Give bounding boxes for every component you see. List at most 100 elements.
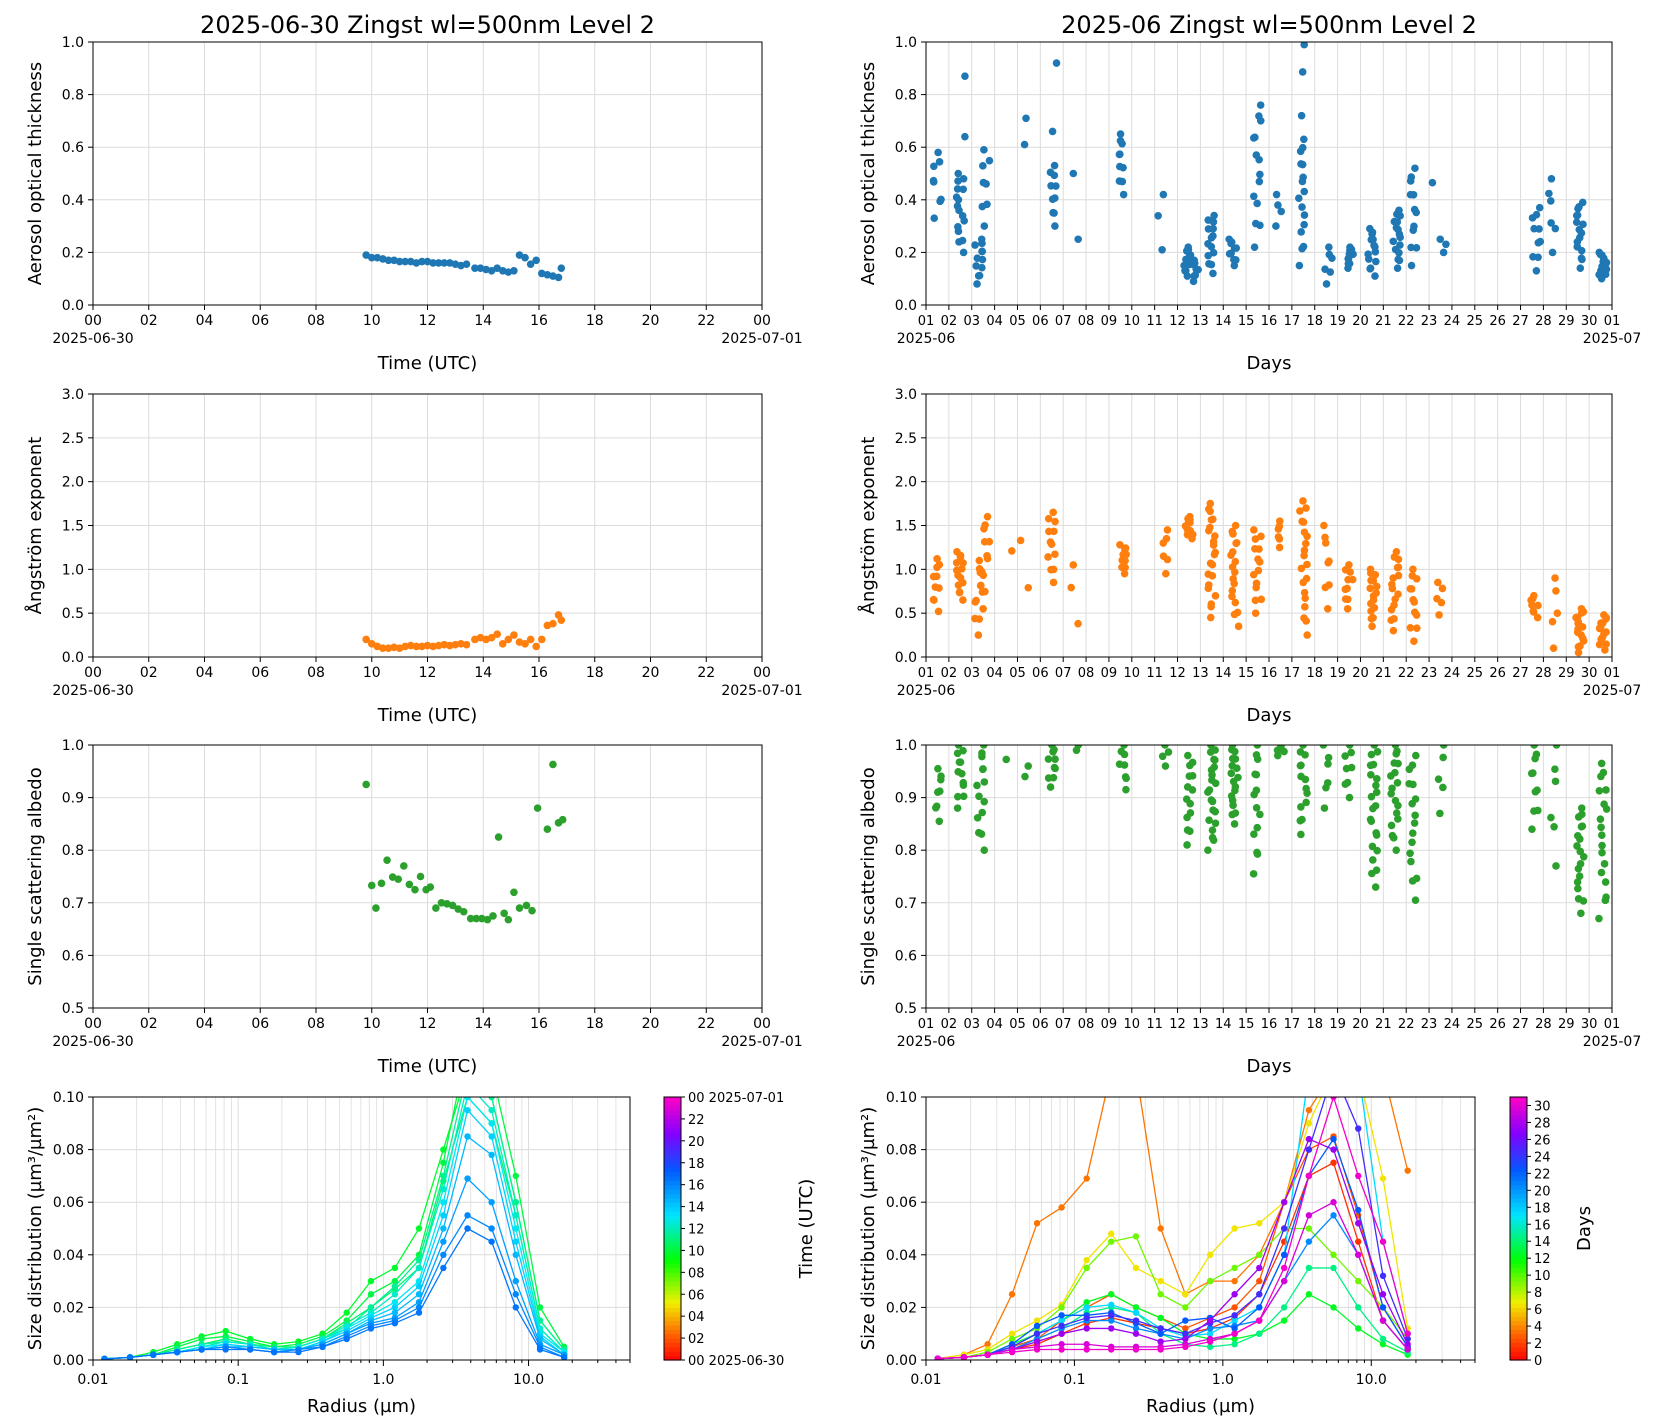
data-point	[432, 904, 440, 912]
data-point	[1599, 768, 1608, 777]
size-distribution-point	[367, 1304, 375, 1311]
x-tick-label: 16	[530, 665, 548, 681]
data-point	[1388, 584, 1397, 593]
colorbar-segment	[1510, 1254, 1527, 1260]
x-axis-label: Time (UTC)	[377, 353, 478, 374]
data-point	[1436, 235, 1445, 244]
data-point	[394, 875, 403, 883]
size-distribution-point	[415, 1225, 423, 1232]
colorbar-tick-label: 10	[688, 1244, 705, 1259]
colorbar-segment	[664, 1246, 681, 1252]
data-point	[1433, 594, 1441, 603]
data-point	[1366, 815, 1375, 824]
y-tick-label: 0.4	[62, 193, 84, 209]
data-point	[1115, 177, 1124, 185]
data-point	[1387, 772, 1395, 780]
data-point	[1343, 778, 1352, 787]
data-point	[406, 641, 415, 650]
data-point	[1255, 545, 1263, 553]
data-point	[1274, 201, 1282, 209]
data-point	[1298, 68, 1307, 76]
data-point	[1391, 595, 1399, 603]
data-point	[1325, 557, 1333, 565]
y-axis-label: Size distribution (µm³/µm²)	[858, 1107, 879, 1350]
data-point	[379, 644, 387, 653]
colorbar-segment	[1510, 1206, 1527, 1212]
data-point	[1233, 764, 1241, 773]
data-point	[1204, 216, 1213, 224]
x-tick-label: 06	[1032, 314, 1049, 329]
data-point	[1051, 222, 1059, 230]
data-point	[975, 556, 984, 565]
data-point	[1253, 850, 1262, 858]
x-tick-label: 24	[1444, 314, 1461, 329]
x-tick-label: 09	[1101, 314, 1118, 329]
x-tick-label: 01	[1604, 314, 1621, 329]
data-point	[1534, 601, 1542, 610]
colorbar-segment	[1510, 1346, 1527, 1352]
data-point	[1319, 745, 1328, 749]
data-point	[1598, 841, 1606, 850]
y-tick-label: 0.06	[886, 1195, 917, 1211]
data-point	[434, 259, 443, 267]
data-point	[1439, 248, 1448, 257]
size-distribution-point	[1231, 1317, 1238, 1324]
size-distribution-point	[222, 1327, 229, 1335]
data-point	[510, 631, 518, 639]
size-distribution-point	[1305, 1172, 1313, 1180]
size-distribution-point	[126, 1354, 134, 1360]
y-axis-label: Single scattering albedo	[858, 767, 879, 985]
data-point	[1255, 155, 1263, 164]
x-tick-label: 26	[1489, 314, 1506, 329]
data-point	[954, 745, 963, 749]
data-point	[1577, 246, 1586, 255]
data-point	[1408, 877, 1417, 885]
data-point	[537, 635, 546, 644]
x-tick-label: 13	[1192, 1017, 1209, 1032]
size-distribution-point	[1379, 1175, 1387, 1182]
colorbar-segment	[664, 1127, 681, 1133]
x-tick-label: 21	[1375, 314, 1392, 329]
colorbar-segment	[664, 1118, 681, 1124]
data-point	[1373, 775, 1381, 783]
data-point	[1275, 543, 1284, 552]
colorbar-segment	[1510, 1193, 1527, 1199]
data-point	[1228, 810, 1237, 819]
data-point	[1046, 783, 1055, 791]
size-distribution-point	[1380, 1068, 1386, 1074]
colorbar-segment	[664, 1259, 681, 1265]
data-point	[932, 802, 941, 811]
data-point	[462, 260, 471, 269]
data-point	[1232, 244, 1241, 252]
colorbar-segment	[1510, 1298, 1527, 1304]
data-point	[929, 595, 938, 604]
date-start-label: 2025-06-30	[52, 331, 133, 347]
data-point	[1206, 613, 1215, 622]
data-point	[974, 631, 983, 639]
size-distribution-point	[440, 1225, 447, 1232]
data-point	[1205, 816, 1213, 824]
data-point	[1601, 646, 1609, 654]
x-tick-label: 06	[251, 665, 269, 681]
size-distribution-point	[1108, 1312, 1115, 1319]
size-distribution-point	[1206, 1338, 1214, 1345]
data-point	[1439, 783, 1447, 792]
data-point	[1370, 745, 1379, 749]
data-point	[930, 162, 938, 171]
data-point	[1301, 775, 1310, 784]
size-distribution-point	[1206, 1251, 1214, 1259]
x-tick-label: 25	[1467, 1017, 1484, 1032]
size-distribution-point	[1182, 1335, 1189, 1343]
data-point	[1207, 516, 1216, 524]
data-point	[1228, 563, 1237, 571]
data-point	[1234, 773, 1242, 782]
data-point	[1579, 637, 1588, 645]
data-point	[1250, 790, 1258, 799]
data-point	[1552, 587, 1560, 595]
x-tick-label: 17	[1284, 666, 1301, 681]
data-point	[1369, 592, 1378, 600]
data-point	[1159, 552, 1168, 560]
data-point	[1227, 769, 1236, 778]
size-distribution-point	[1206, 1330, 1214, 1337]
size-distribution-line	[104, 1097, 565, 1360]
